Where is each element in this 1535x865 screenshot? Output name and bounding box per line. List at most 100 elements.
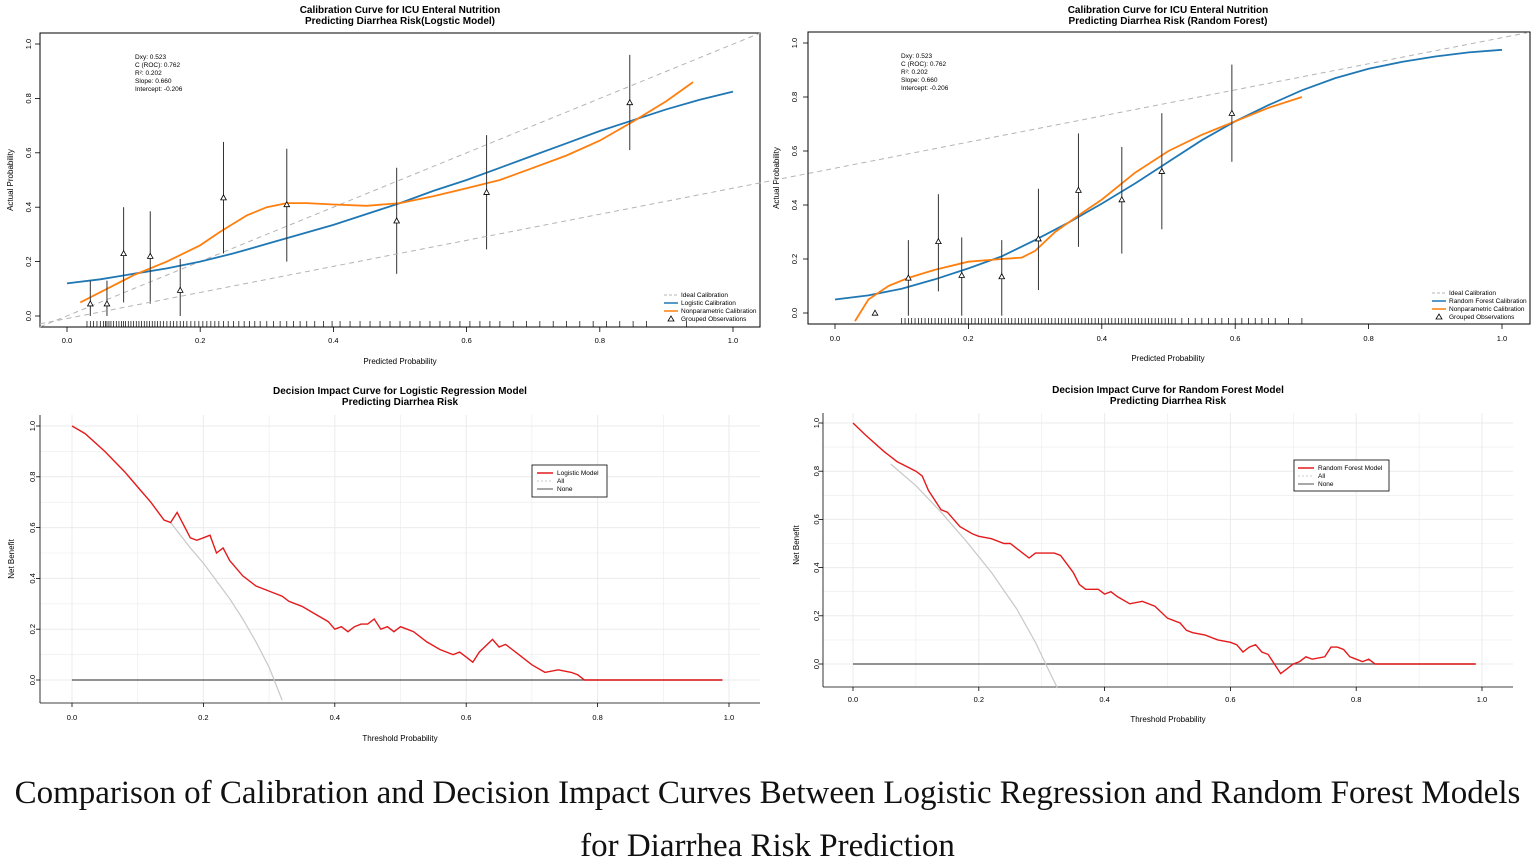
chart-title-line2: Predicting Diarrhea Risk [342, 397, 459, 408]
ideal-calibration-line [39, 32, 761, 328]
chart-title-line1: Decision Impact Curve for Logistic Regre… [273, 386, 527, 397]
x-tick-label: 1.0 [728, 336, 738, 345]
y-axis-label: Net Benefit [792, 524, 801, 564]
model-calibration-curve [66, 90, 734, 285]
x-tick-label: 0.2 [198, 713, 208, 722]
decision-curve-random-forest-panel: Decision Impact Curve for Random Forest … [792, 385, 1513, 724]
legend-box [531, 464, 608, 498]
stat-slope: Slope: 0.660 [901, 77, 938, 84]
y-tick-label: 0.4 [24, 202, 33, 212]
grouped-observation-point [283, 200, 291, 208]
legend-label-model: Logistic Calibration [681, 300, 736, 307]
legend-label-model: Random Forest Model [1318, 465, 1383, 472]
x-axis-label: Threshold Probability [362, 734, 437, 743]
grouped-observation-point [1158, 167, 1166, 174]
legend-label-none: None [557, 486, 573, 493]
grouped-observation-point [393, 217, 401, 224]
x-tick-label: 1.0 [1497, 334, 1507, 343]
x-tick-label: 0.6 [1225, 695, 1235, 704]
x-ticks: 0.0 0.2 0.4 0.6 0.8 1.0 [848, 687, 1487, 704]
model-net-benefit-curve [71, 425, 723, 681]
y-tick-label: 0.2 [790, 254, 799, 264]
grouped-observation-point [103, 300, 111, 307]
x-tick-label: 0.8 [592, 713, 602, 722]
rug-marks [86, 321, 687, 327]
x-axis-label: Predicted Probability [363, 357, 436, 366]
stats-box: Dxy: 0.523 C (ROC): 0.762 R²: 0.202 Slop… [135, 54, 183, 93]
legend: Logistic Model All None [531, 464, 608, 498]
stat-c-roc: C (ROC): 0.762 [901, 61, 947, 68]
stat-intercept: Intercept: -0.206 [135, 86, 183, 93]
legend: Ideal Calibration Random Forest Calibrat… [1432, 290, 1527, 321]
grouped-observation-point [86, 300, 94, 307]
x-tick-label: 0.8 [1363, 334, 1373, 343]
x-tick-label: 0.6 [461, 336, 471, 345]
legend-label-model: Random Forest Calibration [1449, 298, 1527, 305]
grid [40, 415, 760, 703]
stat-r2: R²: 0.202 [135, 70, 162, 77]
y-tick-label: 0.8 [812, 466, 821, 476]
ideal-calibration-line [39, 31, 1531, 325]
grouped-observation-point [120, 249, 128, 257]
y-tick-label: 0.8 [790, 92, 799, 102]
x-tick-label: 0.2 [974, 695, 984, 704]
model-calibration-curve [834, 48, 1503, 301]
x-tick-label: 0.0 [62, 336, 72, 345]
grouped-observation-point [1118, 195, 1126, 203]
chart-title-line2: Predicting Diarrhea Risk [1110, 396, 1227, 407]
legend-label-model: Logistic Model [557, 470, 599, 477]
grouped-observation-point [176, 286, 184, 293]
legend-swatch-grouped [667, 315, 675, 322]
chart-title-line2: Predicting Diarrhea Risk (Random Forest) [1069, 16, 1268, 27]
grouped-observation-point [483, 188, 491, 195]
legend-label-grouped: Grouped Observations [681, 316, 747, 323]
x-tick-label: 0.6 [461, 713, 471, 722]
x-axis-label: Threshold Probability [1130, 715, 1205, 724]
legend: Ideal Calibration Logistic Calibration N… [664, 292, 757, 323]
figure-caption-line1: Comparison of Calibration and Decision I… [14, 775, 1521, 811]
x-tick-label: 0.4 [1099, 695, 1109, 704]
chart-title-line1: Calibration Curve for ICU Enteral Nutrit… [300, 5, 501, 16]
y-tick-label: 0.8 [28, 472, 37, 482]
stat-dxy: Dxy: 0.523 [135, 54, 166, 61]
x-tick-label: 0.0 [67, 713, 77, 722]
legend-label-grouped: Grouped Observations [1449, 314, 1515, 321]
x-tick-label: 0.4 [1097, 334, 1107, 343]
y-axis-label: Net Benefit [7, 538, 16, 578]
y-tick-label: 1.0 [28, 421, 37, 431]
grouped-observations [871, 64, 1236, 316]
nonparametric-calibration-curve [79, 81, 694, 304]
legend-swatch-grouped [1435, 313, 1443, 320]
legend-box [1293, 459, 1390, 492]
y-ticks: 0.0 0.2 0.4 0.6 0.8 1.0 [790, 38, 808, 318]
series-lines [39, 31, 1531, 325]
figure-caption-line2: for Diarrhea Risk Prediction [580, 828, 955, 864]
legend-label-nonparam: Nonparametric Calibration [1449, 306, 1525, 313]
chart-title-line2: Predicting Diarrhea Risk(Logstic Model) [305, 16, 495, 27]
y-tick-label: 0.0 [790, 308, 799, 318]
grouped-observation-point [220, 194, 227, 201]
y-axis-label: Actual Probability [772, 147, 781, 209]
x-tick-label: 1.0 [1477, 695, 1487, 704]
y-tick-label: 0.6 [28, 522, 37, 532]
y-tick-label: 1.0 [812, 418, 821, 428]
legend: Random Forest Model All None [1293, 459, 1390, 492]
y-ticks: 0.0 0.2 0.4 0.6 0.8 1.0 [812, 418, 823, 669]
y-tick-label: 0.0 [24, 311, 33, 321]
y-tick-label: 0.4 [790, 200, 799, 210]
x-tick-label: 0.0 [848, 695, 858, 704]
x-ticks: 0.0 0.2 0.4 0.6 0.8 1.0 [67, 703, 734, 722]
y-ticks: 0.0 0.2 0.4 0.6 0.8 1.0 [28, 421, 40, 685]
x-tick-label: 0.4 [330, 713, 340, 722]
x-tick-label: 0.8 [1351, 695, 1361, 704]
y-tick-label: 0.0 [28, 675, 37, 685]
x-tick-label: 1.0 [724, 713, 734, 722]
stats-box: Dxy: 0.523 C (ROC): 0.762 R²: 0.202 Slop… [901, 53, 949, 92]
stat-slope: Slope: 0.660 [135, 78, 172, 85]
grouped-observation-point [626, 98, 634, 106]
rug-marks [901, 318, 1303, 324]
grid [823, 413, 1513, 687]
grouped-observation-point [998, 272, 1006, 280]
y-tick-label: 0.4 [812, 562, 821, 572]
